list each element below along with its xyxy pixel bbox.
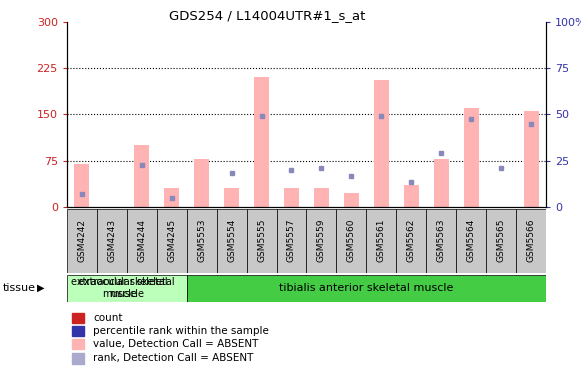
Bar (456, 209, 486, 273)
Bar (134, 145, 149, 207)
Bar (97, 209, 127, 273)
Bar (74, 164, 89, 207)
Text: GSM5563: GSM5563 (437, 219, 446, 262)
Text: extraocular skeletal
muscle: extraocular skeletal muscle (71, 277, 167, 299)
Bar (434, 159, 449, 207)
Bar (284, 188, 299, 207)
Text: GSM4243: GSM4243 (107, 219, 116, 262)
Bar (67, 209, 97, 273)
Bar (224, 188, 239, 207)
Bar (157, 209, 187, 273)
Text: GSM5557: GSM5557 (287, 219, 296, 262)
Text: extraocular skeletal
muscle: extraocular skeletal muscle (78, 277, 175, 299)
Bar (277, 209, 307, 273)
Text: GSM5553: GSM5553 (197, 219, 206, 262)
Bar (187, 274, 561, 302)
Text: rank, Detection Call = ABSENT: rank, Detection Call = ABSENT (93, 354, 253, 363)
Text: GSM5561: GSM5561 (377, 219, 386, 262)
Text: ▶: ▶ (37, 283, 44, 293)
Bar (71, 354, 84, 363)
Text: GSM5555: GSM5555 (257, 219, 266, 262)
Text: GSM5562: GSM5562 (407, 219, 416, 262)
Text: tibialis anterior skeletal muscle: tibialis anterior skeletal muscle (279, 283, 454, 293)
Bar (367, 209, 396, 273)
Text: GSM5565: GSM5565 (497, 219, 505, 262)
Text: tissue: tissue (3, 283, 36, 293)
Bar (217, 209, 246, 273)
Bar (127, 209, 157, 273)
Text: GSM4245: GSM4245 (167, 219, 176, 262)
Bar (314, 188, 329, 207)
Bar (246, 209, 277, 273)
Bar (404, 185, 419, 207)
Text: GSM5559: GSM5559 (317, 219, 326, 262)
Bar (71, 313, 84, 323)
Bar (464, 108, 479, 207)
Text: GSM4244: GSM4244 (137, 219, 146, 262)
Bar (254, 78, 269, 207)
Bar (344, 193, 359, 207)
Bar (396, 209, 426, 273)
Bar (71, 326, 84, 336)
Text: value, Detection Call = ABSENT: value, Detection Call = ABSENT (93, 339, 259, 349)
Bar (67, 274, 187, 302)
Bar (164, 188, 179, 207)
Bar (374, 81, 389, 207)
Bar (336, 209, 367, 273)
Bar (307, 209, 336, 273)
Text: GSM5554: GSM5554 (227, 219, 236, 262)
Bar (426, 209, 456, 273)
Text: GSM4242: GSM4242 (77, 219, 87, 262)
Bar (187, 209, 217, 273)
Bar (516, 209, 546, 273)
Text: count: count (93, 313, 123, 323)
Bar (523, 111, 539, 207)
Text: GSM5566: GSM5566 (526, 219, 536, 262)
Text: GSM5564: GSM5564 (467, 219, 476, 262)
Bar (71, 339, 84, 350)
Bar (486, 209, 516, 273)
Bar (194, 159, 209, 207)
Text: GSM5560: GSM5560 (347, 219, 356, 262)
Text: percentile rank within the sample: percentile rank within the sample (93, 326, 269, 336)
Text: GDS254 / L14004UTR#1_s_at: GDS254 / L14004UTR#1_s_at (169, 9, 365, 22)
